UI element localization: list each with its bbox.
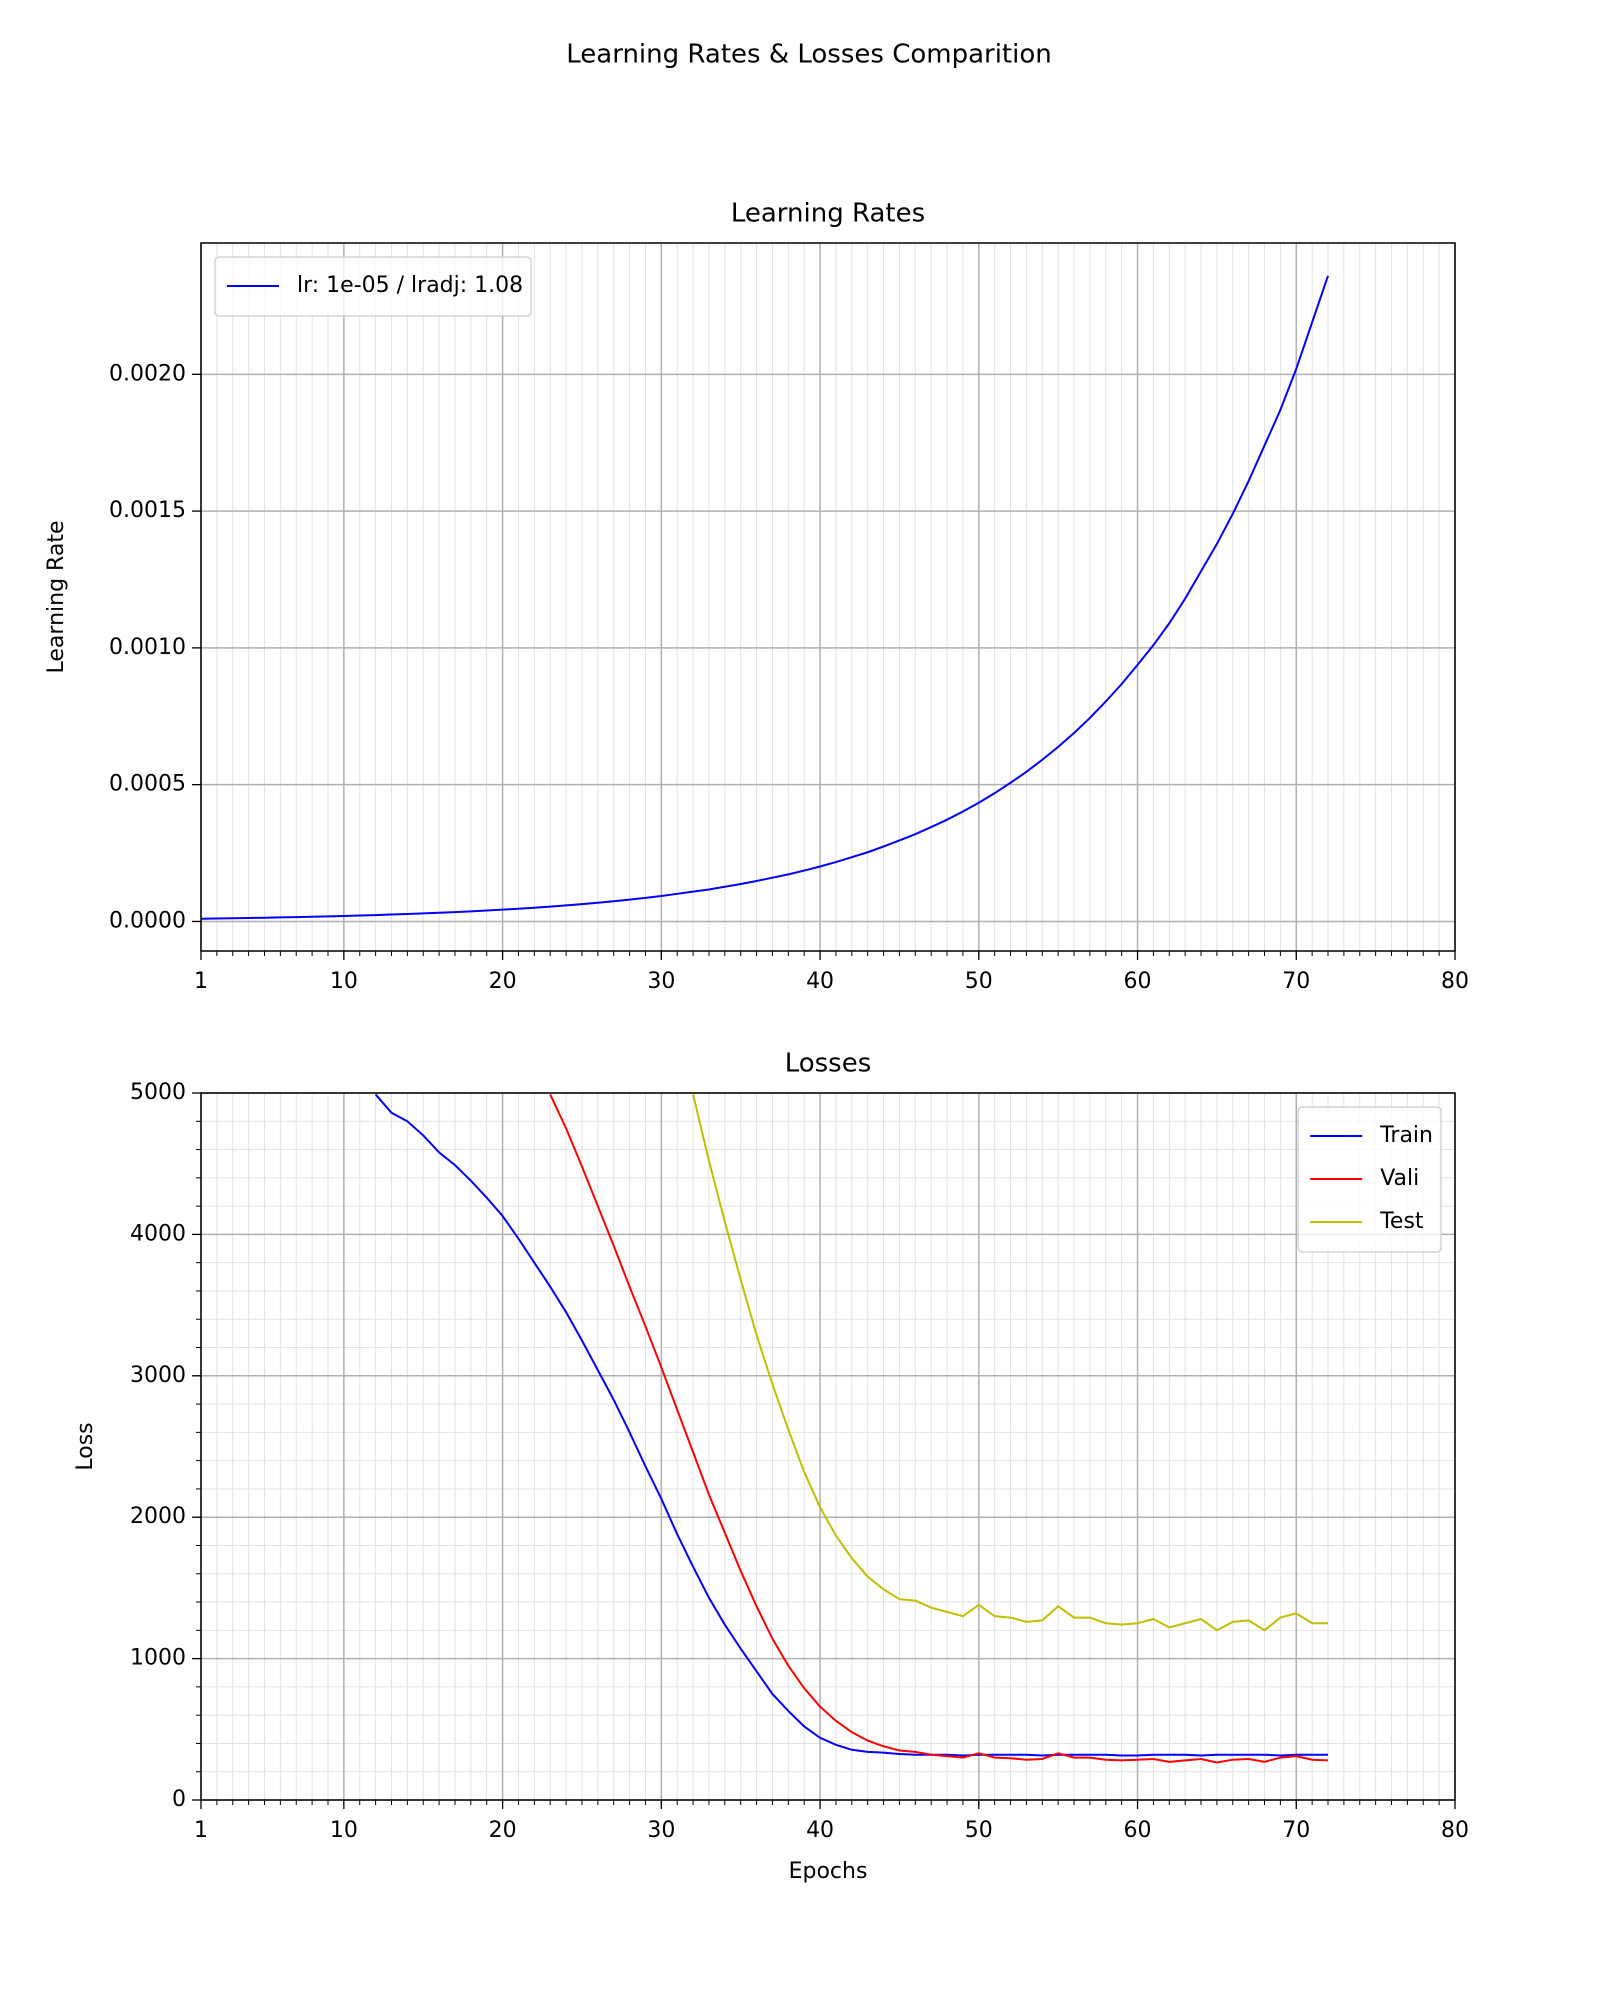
y-tick-label: 0 [172,1787,186,1812]
legend: lr: 1e-05 / lradj: 1.08 [214,256,532,317]
series-line [374,1093,1329,1757]
x-axis-label: Epochs [789,1859,868,1884]
chart-panel: 1 10 20 30 40 50 60 70 80 0 1000 2000 3000 4000 5000 Lo… [73,1049,1469,1885]
x-tick-label: 40 [806,969,834,994]
legend-label: Train [1379,1123,1433,1148]
x-tick-label: 20 [489,969,517,994]
x-tick-label: 60 [1124,969,1152,994]
chart-title: Learning Rates [731,199,925,229]
x-tick-label: 70 [1282,969,1310,994]
y-tick-label: 0.0000 [109,908,186,933]
legend-label: Test [1379,1209,1424,1234]
x-tick-label: 80 [1441,1818,1469,1843]
y-tick-label: 1000 [130,1646,186,1671]
chart-title: Losses [785,1049,872,1079]
x-tick-label: 30 [647,1818,675,1843]
x-tick-label: 40 [806,1818,834,1843]
x-tick-label: 10 [330,1818,358,1843]
y-tick-label: 0.0015 [109,498,186,523]
legend-label: lr: 1e-05 / lradj: 1.08 [297,273,523,298]
x-tick-label: 50 [965,969,993,994]
x-tick-label: 60 [1124,1818,1152,1843]
y-tick-label: 5000 [130,1080,186,1105]
y-tick-label: 2000 [130,1504,186,1529]
plot-frame [200,242,1456,952]
x-tick-label: 30 [647,969,675,994]
y-tick-label: 3000 [130,1363,186,1388]
chart-panel: 1 10 20 30 40 50 60 70 80 0.0000 0.0005 0.0010 0.001… [44,199,1469,995]
legend: Train Vali Test [1297,1106,1442,1253]
x-tick-label: 70 [1282,1818,1310,1843]
legend-box [1297,1106,1442,1253]
legend-label: Vali [1380,1166,1419,1191]
y-tick-label: 4000 [130,1221,186,1246]
x-tick-label: 20 [489,1818,517,1843]
x-tick-label: 1 [194,1818,208,1843]
y-axis-label: Learning Rate [44,521,69,674]
x-tick-label: 80 [1441,969,1469,994]
x-tick-label: 1 [194,969,208,994]
series-line [549,1093,1329,1764]
x-tick-label: 10 [330,969,358,994]
x-tick-label: 50 [965,1818,993,1843]
y-tick-label: 0.0010 [109,635,186,660]
y-tick-label: 0.0020 [109,361,186,386]
figure-title: Learning Rates & Losses Comparition [566,40,1051,70]
legend-box [214,256,532,317]
plot-frame [200,1092,1456,1801]
y-tick-label: 0.0005 [109,772,186,797]
y-axis-label: Loss [73,1422,98,1470]
series-line [692,1094,1329,1632]
series-line [201,275,1329,920]
